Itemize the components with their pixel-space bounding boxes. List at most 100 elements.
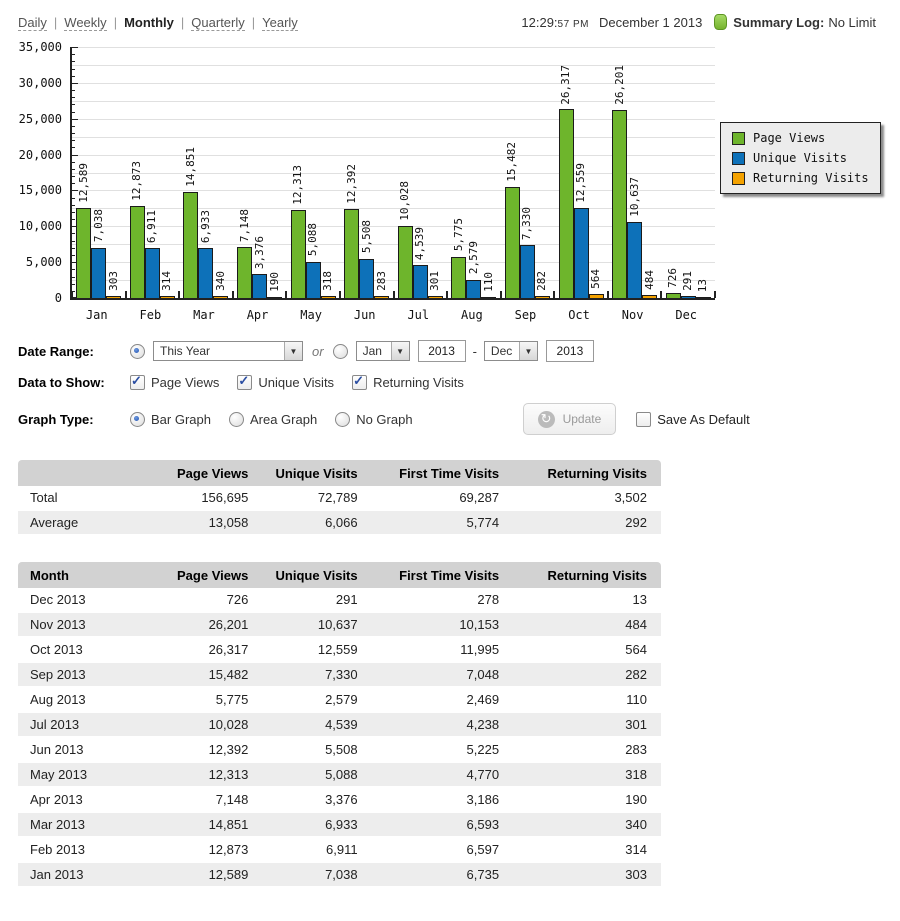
bar-unique-visits [305,261,321,298]
x-axis-label: Jun [353,308,376,322]
x-axis-tick [285,291,288,298]
no-graph-radio-label[interactable]: No Graph [356,411,413,427]
table-row: Dec 2013 726 291 278 13 [18,588,661,613]
unique-visits-checkbox[interactable] [237,373,253,390]
bar-value-label: 12,313 [291,164,305,205]
bar-value-label: 282 [535,271,549,291]
row-label-cell: Total [18,486,134,511]
bar-value-label: 4,539 [413,227,427,261]
from-month-select[interactable]: Jan ▼ [355,341,410,361]
table-row: May 2013 12,313 5,088 4,770 318 [18,763,661,788]
clock: 12:29:57 PM [521,15,589,30]
gridline [72,47,715,48]
bar-graph-radio[interactable] [130,411,145,427]
x-axis-label: Dec [675,308,698,322]
row-value-cell: 5,225 [371,738,514,763]
row-label-cell: Aug 2013 [18,688,134,713]
y-axis-tick [72,111,75,113]
bar-value-label: 12,559 [574,163,588,203]
row-value-cell: 110 [513,688,661,713]
dropdown-arrow-icon: ▼ [284,342,302,360]
row-value-cell: 6,066 [262,511,372,536]
returning-visits-checkbox[interactable] [352,373,368,390]
area-graph-radio[interactable] [228,411,244,427]
update-button[interactable]: ↻ Update [522,403,617,435]
x-axis-tick [71,291,73,298]
row-value-cell: 3,502 [513,486,661,511]
unique-visits-checkbox-label[interactable]: Unique Visits [258,375,335,390]
nav-weekly[interactable]: Weekly [64,14,107,31]
row-value-cell: 12,313 [133,763,263,788]
graph-type-row: Graph Type: Bar Graph Area Graph No Grap… [18,403,900,435]
area-graph-radio-label[interactable]: Area Graph [249,411,318,427]
nav-yearly[interactable]: Yearly [262,14,298,31]
period-nav: Daily | Weekly | Monthly | Quarterly | Yearly [18,14,298,31]
bar-value-label: 110 [481,272,495,292]
bar-page-views [397,226,413,298]
x-axis-label: Aug [461,308,483,322]
bar-graph-radio-label[interactable]: Bar Graph [151,411,211,427]
page-views-checkbox[interactable] [130,373,145,390]
row-label-cell: Feb 2013 [18,838,134,863]
row-value-cell: 14,851 [133,813,263,838]
gridline [72,64,715,66]
bar-value-label: 340 [213,270,227,291]
nav-monthly[interactable]: Monthly [124,14,174,30]
page-views-checkbox-label[interactable]: Page Views [151,375,220,390]
y-axis-tick [72,97,75,99]
y-axis-tick [72,226,78,228]
gridline [72,172,715,174]
bar-returning-visits [695,297,711,298]
row-label-cell: Jan 2013 [18,863,134,888]
legend-item-returning-visits: Returning Visits [732,171,869,185]
x-axis-label: Nov [621,308,644,322]
row-value-cell: 11,995 [371,638,514,663]
date-preset-select[interactable]: This Year ▼ [153,341,303,361]
preset-range-radio[interactable] [130,343,145,359]
row-label-cell: Dec 2013 [18,588,134,613]
bar-value-label: 12,589 [76,162,90,203]
topbar: Daily | Weekly | Monthly | Quarterly | Yearly 12… [0,0,900,32]
to-year-input[interactable] [545,340,594,362]
y-axis-tick [72,204,75,206]
nav-daily[interactable]: Daily [18,14,47,31]
returning-visits-checkbox-label[interactable]: Returning Visits [373,375,464,390]
legend-label: Returning Visits [753,171,869,185]
y-axis-label: 30,000 [18,75,62,90]
from-year-input[interactable] [417,340,466,362]
row-value-cell: 5,508 [262,738,372,763]
y-axis-tick [72,54,75,56]
bar-page-views [129,205,145,298]
bar-returning-visits [427,295,443,298]
legend-item-page-views: Page Views [732,131,869,145]
monthly-visits-bar-chart: 12,589 12,873 14,851 7,148 12,313 12,392 10,02… [0,40,900,332]
bar-value-label: 7,330 [520,207,534,241]
bar-value-label: 26,201 [612,65,626,106]
bar-unique-visits [91,247,107,298]
row-value-cell: 15,482 [133,663,263,688]
no-graph-radio[interactable] [335,411,351,427]
bar-value-label: 283 [374,271,388,291]
save-as-default-checkbox[interactable] [636,411,652,427]
bar-page-views [558,109,574,298]
row-value-cell: 72,789 [262,486,372,511]
y-axis-tick [72,262,78,264]
bar-value-label: 291 [681,271,695,291]
row-value-cell: 5,088 [262,763,372,788]
dropdown-arrow-icon: ▼ [518,342,537,360]
row-value-cell: 69,287 [371,486,514,511]
table-row: Apr 2013 7,148 3,376 3,186 190 [18,788,661,813]
row-value-cell: 2,469 [371,688,514,713]
custom-range-radio[interactable] [332,343,348,359]
nav-quarterly[interactable]: Quarterly [191,14,245,31]
x-axis-tick [553,291,556,298]
to-month-select[interactable]: Dec ▼ [483,341,538,361]
row-label-cell: Nov 2013 [18,613,134,638]
data-to-show-row: Data to Show: Page Views Unique Visits R… [18,373,900,390]
bar-page-views [612,110,628,298]
y-axis-tick [72,233,75,235]
save-as-default-label[interactable]: Save As Default [657,411,750,427]
y-axis-tick [72,219,75,221]
row-value-cell: 292 [513,511,661,536]
y-axis-tick [72,297,78,298]
